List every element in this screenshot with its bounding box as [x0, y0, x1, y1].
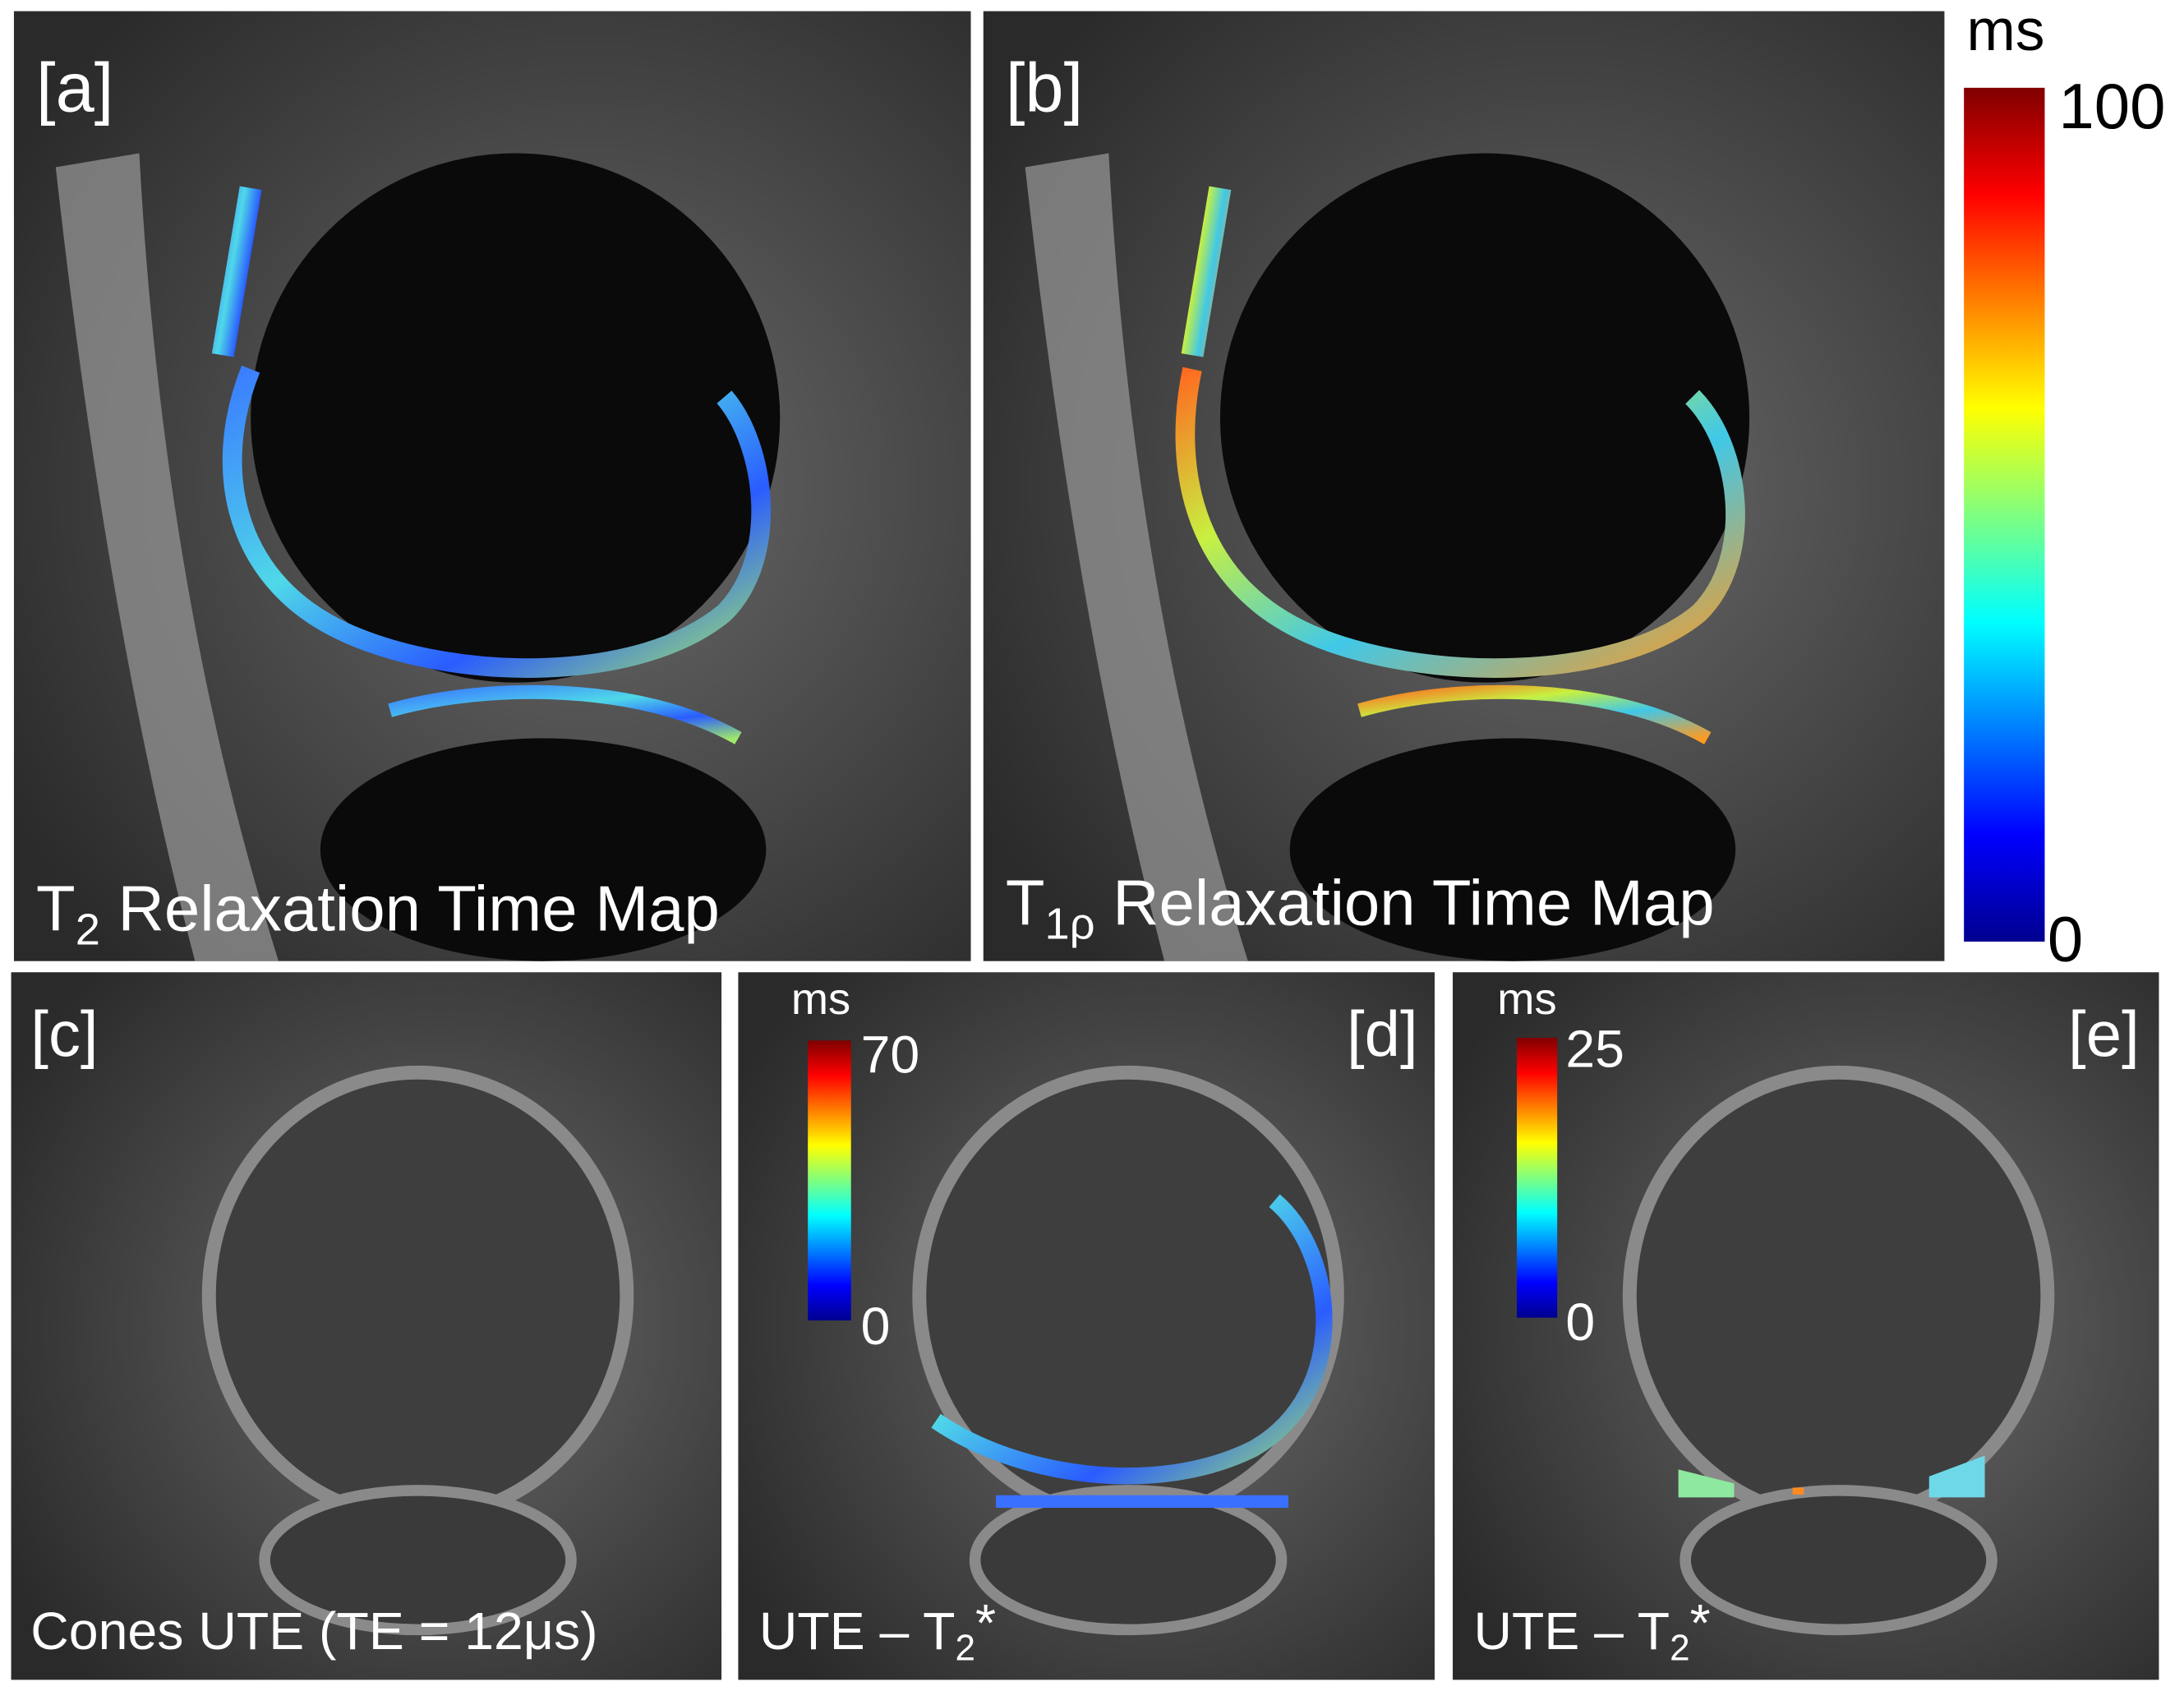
panel-label: [d] [1347, 998, 1418, 1070]
panel-e: ms 25 0 [e] UTE – T2* [1453, 972, 2159, 1680]
caption-part: T [1006, 867, 1045, 939]
panel-caption: Cones UTE (TE = 12μs) [30, 1601, 597, 1661]
caption-part: Relaxation Time Map [1095, 867, 1715, 939]
caption-part: UTE – T [759, 1601, 956, 1661]
colorbar-unit: ms [791, 975, 850, 1024]
panel-b: [b] T1ρ Relaxation Time Map [983, 11, 1945, 961]
caption-part: Relaxation Time Map [100, 872, 720, 944]
panel-caption: UTE – T2* [1473, 1593, 1710, 1669]
panel-a: [a] T2 Relaxation Time Map [13, 11, 971, 961]
colorbar-max: 70 [861, 1025, 920, 1084]
colorbar-unit: ms [1967, 0, 2045, 63]
panel-caption: UTE – T2* [759, 1593, 996, 1669]
panel-caption: T1ρ Relaxation Time Map [1006, 867, 1715, 949]
caption-part: 1ρ [1045, 900, 1095, 949]
caption-part: * [1690, 1593, 1711, 1652]
colorbar-unit: ms [1497, 975, 1556, 1024]
caption-part: * [975, 1593, 996, 1652]
panel-c: [c] Cones UTE (TE = 12μs) [11, 972, 722, 1680]
panel-label: [a] [36, 48, 113, 127]
colorbar-max: 25 [1565, 1020, 1624, 1079]
caption-part: 2 [955, 1629, 975, 1669]
panel-label: [e] [2068, 998, 2140, 1070]
caption-part: 2 [1670, 1629, 1690, 1669]
colorbar-min: 0 [1565, 1292, 1595, 1352]
panel-caption: T2 Relaxation Time Map [36, 872, 720, 954]
colorbar-min: 0 [861, 1297, 891, 1356]
colorbar-max: 100 [2058, 70, 2165, 142]
caption-part: T [36, 872, 76, 944]
panel-d: ms 70 0 [d] UTE – T2* [738, 972, 1435, 1680]
panel-label: [b] [1006, 48, 1083, 127]
colorbar: ms 100 0 [1964, 0, 2166, 975]
colorbar-min: 0 [2048, 903, 2083, 975]
panel-label: [c] [30, 998, 98, 1070]
caption-part: UTE – T [1473, 1601, 1670, 1661]
caption-part: 2 [76, 905, 100, 954]
